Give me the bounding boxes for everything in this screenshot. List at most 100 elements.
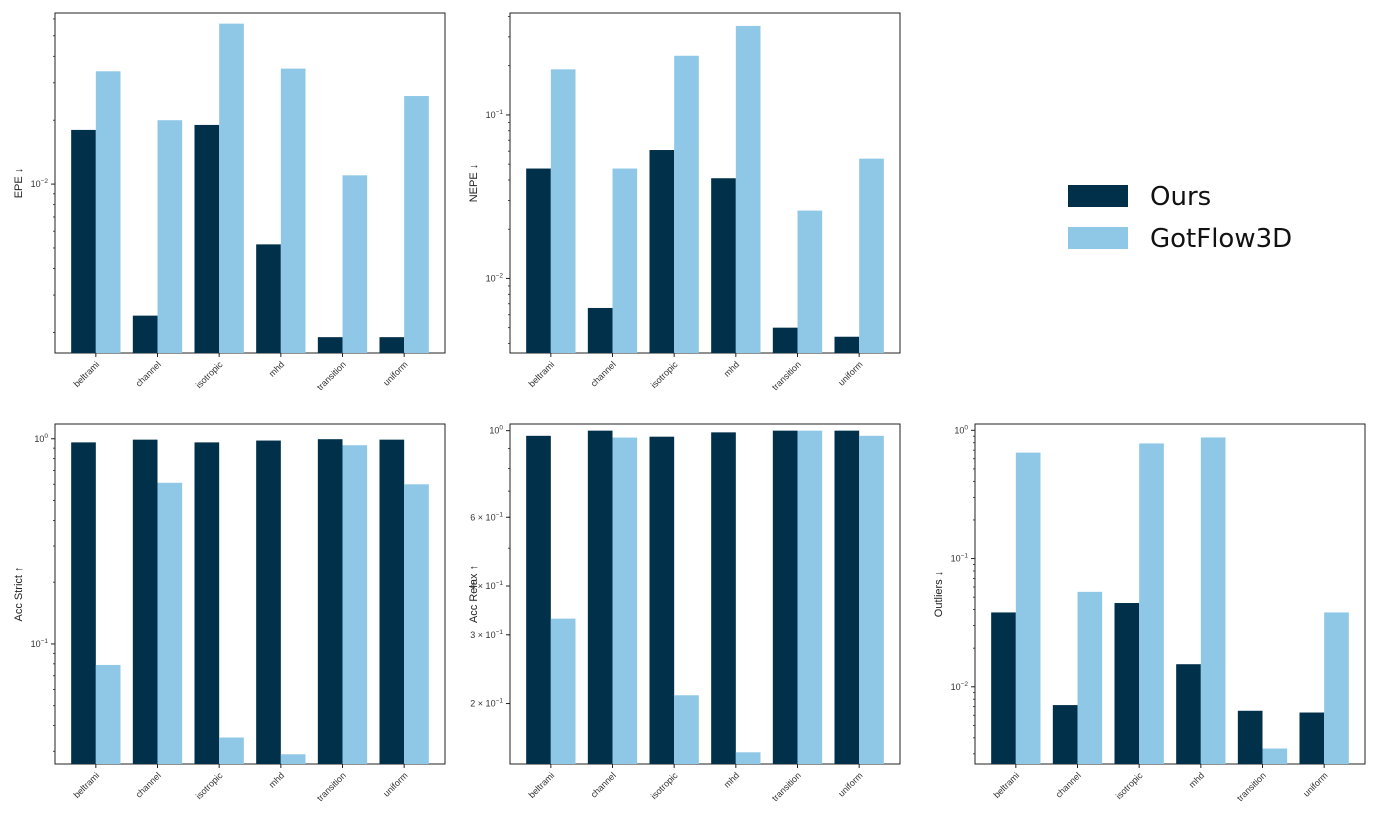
acc-strict-x-tick-label-transition: transition	[315, 770, 348, 803]
acc-strict-bar-gotflow3d-isotropic	[219, 737, 244, 764]
acc-strict-y-tick-label: 100	[34, 433, 48, 444]
acc-relax-x-tick-label-transition: transition	[770, 770, 803, 803]
acc-relax-x-tick-label-uniform: uniform	[836, 770, 864, 798]
outliers-x-tick-label-beltrami: beltrami	[992, 770, 1022, 800]
epe-bar-ours-transition	[317, 337, 343, 353]
outliers-bar-gotflow3d-beltrami	[1015, 452, 1041, 764]
outliers-bar-ours-mhd	[1176, 664, 1201, 764]
acc-relax-bar-ours-uniform	[834, 430, 860, 764]
legend-label-ours: Ours	[1150, 182, 1211, 212]
outliers-bar-ours-beltrami	[991, 612, 1016, 764]
epe-y-tick-exponent: −2	[41, 178, 49, 185]
outliers-y-tick-label: 10−1	[951, 553, 969, 564]
acc-relax-x-tick-label-mhd: mhd	[722, 770, 741, 789]
acc-relax-y-tick-base: 6 × 10	[470, 512, 495, 522]
acc-relax-bar-ours-mhd	[711, 432, 736, 764]
acc-strict-bar-ours-isotropic	[194, 442, 220, 764]
outliers-y-tick-exponent: −2	[961, 681, 969, 688]
outliers-x-tick-label-isotropic: isotropic	[1114, 770, 1145, 801]
epe-bar-gotflow3d-uniform	[404, 96, 429, 354]
acc-relax-y-tick-label: 100	[489, 425, 503, 436]
acc-strict-x-tick-label-beltrami: beltrami	[72, 770, 102, 800]
outliers-x-tick-label-channel: channel	[1054, 770, 1083, 799]
acc-relax-bar-ours-transition	[772, 430, 798, 764]
acc-relax-y-tick-base: 2 × 10	[470, 699, 495, 709]
nepe-x-tick-label-isotropic: isotropic	[649, 359, 680, 390]
outliers-plot-frame	[974, 423, 1366, 765]
acc-relax-y-tick-exponent: −1	[496, 511, 504, 518]
nepe-x-tick-label-uniform: uniform	[836, 359, 864, 387]
acc-relax-bar-gotflow3d-beltrami	[550, 618, 576, 764]
epe-bar-ours-uniform	[379, 337, 405, 353]
outliers-y-tick-exponent: 0	[964, 424, 968, 431]
acc-relax-y-tick-label: 4 × 10−1	[470, 580, 503, 591]
nepe-y-tick-base: 10	[486, 110, 496, 120]
epe-x-tick-label-uniform: uniform	[381, 359, 409, 387]
acc-strict-bar-ours-uniform	[379, 439, 405, 764]
acc-relax-y-tick-exponent: −1	[496, 698, 504, 705]
nepe-bar-ours-isotropic	[649, 150, 675, 353]
acc-relax-y-tick-base: 10	[489, 426, 499, 436]
nepe-bar-gotflow3d-uniform	[859, 158, 884, 353]
acc-strict-bar-gotflow3d-uniform	[404, 484, 429, 764]
epe-bar-gotflow3d-channel	[157, 120, 183, 353]
epe-bar-gotflow3d-isotropic	[219, 23, 244, 354]
outliers-bar-gotflow3d-channel	[1077, 591, 1103, 764]
acc-strict-y-axis-label: Acc Strict ↑	[13, 566, 25, 621]
acc-relax-y-tick-exponent: −1	[496, 629, 504, 636]
acc-strict-bar-gotflow3d-channel	[157, 482, 183, 764]
nepe-x-tick-label-beltrami: beltrami	[527, 359, 557, 389]
nepe-bar-ours-beltrami	[526, 168, 551, 353]
acc-relax-x-tick-label-isotropic: isotropic	[649, 770, 680, 801]
outliers-y-tick-base: 10	[951, 682, 961, 692]
nepe-y-axis-label: NEPE ↓	[468, 164, 480, 203]
legend-swatch-ours	[1068, 185, 1128, 207]
outliers-bar-gotflow3d-isotropic	[1139, 443, 1164, 764]
epe-bar-ours-mhd	[256, 244, 281, 353]
acc-relax-bar-ours-beltrami	[526, 435, 551, 764]
acc-relax-bar-gotflow3d-isotropic	[674, 695, 699, 764]
acc-relax-plot-frame	[509, 423, 901, 765]
epe-x-tick-label-mhd: mhd	[267, 359, 286, 378]
epe-bar-gotflow3d-transition	[342, 175, 368, 353]
acc-strict-bar-ours-channel	[132, 439, 158, 764]
acc-relax-y-tick-label: 3 × 10−1	[470, 629, 503, 640]
nepe-bar-gotflow3d-isotropic	[674, 55, 699, 353]
nepe-y-tick-label: 10−2	[486, 272, 504, 283]
acc-strict-y-tick-exponent: −1	[41, 638, 49, 645]
acc-strict-y-tick-base: 10	[31, 639, 41, 649]
acc-relax-bar-gotflow3d-channel	[612, 437, 638, 764]
nepe-y-tick-label: 10−1	[486, 109, 504, 120]
nepe-y-tick-base: 10	[486, 273, 496, 283]
outliers-bar-ours-isotropic	[1114, 603, 1140, 764]
acc-relax-bar-gotflow3d-uniform	[859, 435, 884, 764]
nepe-bar-ours-mhd	[711, 178, 736, 353]
acc-strict-y-tick-exponent: 0	[44, 433, 48, 440]
nepe-bar-gotflow3d-mhd	[735, 25, 761, 354]
outliers-bar-gotflow3d-transition	[1262, 748, 1288, 764]
epe-bar-ours-channel	[132, 315, 158, 353]
acc-strict-x-tick-label-channel: channel	[134, 770, 163, 799]
acc-strict-bar-gotflow3d-transition	[342, 445, 368, 764]
nepe-bar-gotflow3d-transition	[797, 210, 823, 353]
epe-bar-ours-isotropic	[194, 124, 220, 353]
acc-relax-y-tick-exponent: 0	[499, 425, 503, 432]
epe-plot-frame	[54, 12, 446, 354]
nepe-bar-ours-transition	[772, 327, 798, 353]
outliers-y-axis-label: Outliers ↓	[933, 571, 945, 617]
acc-strict-x-tick-label-uniform: uniform	[381, 770, 409, 798]
nepe-x-tick-label-channel: channel	[589, 359, 618, 388]
acc-relax-x-tick-label-channel: channel	[589, 770, 618, 799]
epe-x-tick-label-isotropic: isotropic	[194, 359, 225, 390]
acc-relax-y-tick-exponent: −1	[496, 580, 504, 587]
acc-relax-y-tick-label: 2 × 10−1	[470, 698, 503, 709]
epe-bar-gotflow3d-beltrami	[95, 71, 121, 353]
outliers-y-tick-exponent: −1	[961, 553, 969, 560]
acc-strict-bar-gotflow3d-mhd	[280, 754, 306, 764]
nepe-plot-frame	[509, 12, 901, 354]
nepe-x-tick-label-mhd: mhd	[722, 359, 741, 378]
